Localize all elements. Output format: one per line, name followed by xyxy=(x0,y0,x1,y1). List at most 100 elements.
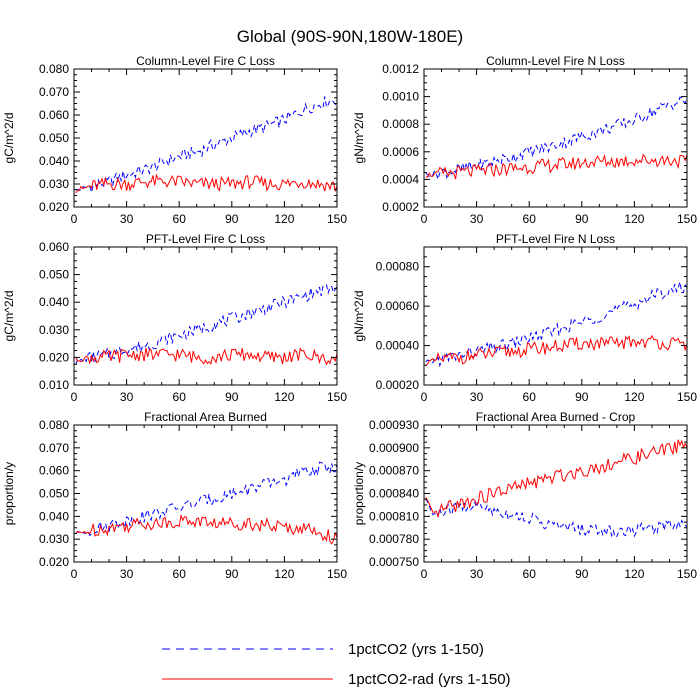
series-line-1pctco2-rad xyxy=(425,153,687,180)
series-line-1pctco2-rad xyxy=(425,334,687,366)
chart-panel-2: Column-Level Fire N Loss gN/m^2/d 0 30 60 90 1… xyxy=(352,54,697,226)
y-tick-label: 0.020 xyxy=(39,200,69,214)
y-tick-label: 0.000780 xyxy=(369,532,419,546)
x-tick-label: 150 xyxy=(327,567,347,581)
legend-label-1pctco2-rad: 1pctCO2-rad (yrs 1-150) xyxy=(348,671,511,688)
x-tick-label: 30 xyxy=(120,567,134,581)
plot-frame xyxy=(73,246,338,386)
plot-frame xyxy=(73,424,338,563)
series-line-1pctco2 xyxy=(75,284,337,365)
panels: Column-Level Fire C Loss gC/m^2/d 0 30 60 90 1… xyxy=(2,54,697,581)
series-line-1pctco2 xyxy=(425,281,687,368)
panel-title: Column-Level Fire C Loss xyxy=(136,54,275,68)
series-line-1pctco2 xyxy=(75,96,337,195)
y-tick-label: 0.050 xyxy=(39,268,69,282)
x-tick-label: 120 xyxy=(274,567,294,581)
x-tick-label: 150 xyxy=(677,390,697,404)
x-tick-label: 90 xyxy=(225,212,239,226)
y-tick-label: 0.070 xyxy=(39,441,69,455)
y-tick-label: 0.040 xyxy=(39,295,69,309)
y-tick-label: 0.000870 xyxy=(369,464,419,478)
y-tick-label: 0.030 xyxy=(39,532,69,546)
figure-title: Global (90S-90N,180W-180E) xyxy=(237,27,463,46)
y-tick-label: 0.0010 xyxy=(382,90,419,104)
x-tick-label: 120 xyxy=(624,567,644,581)
x-tick-label: 60 xyxy=(523,567,537,581)
series-line-1pctco2 xyxy=(425,96,687,181)
x-tick-label: 0 xyxy=(71,212,78,226)
y-tick-label: 0.020 xyxy=(39,350,69,364)
y-tick-label: 0.020 xyxy=(39,555,69,569)
x-tick-label: 0 xyxy=(421,567,428,581)
y-tick-label: 0.00020 xyxy=(376,378,420,392)
y-tick-label: 0.060 xyxy=(39,240,69,254)
x-tick-label: 30 xyxy=(470,212,484,226)
panel-title: Fractional Area Burned - Crop xyxy=(476,410,636,424)
x-tick-label: 30 xyxy=(470,567,484,581)
x-tick-label: 60 xyxy=(523,212,537,226)
x-tick-label: 120 xyxy=(274,390,294,404)
x-tick-label: 60 xyxy=(523,390,537,404)
y-tick-label: 0.070 xyxy=(39,85,69,99)
x-tick-label: 60 xyxy=(173,212,187,226)
legend: 1pctCO2 (yrs 1-150) 1pctCO2-rad (yrs 1-1… xyxy=(162,641,511,688)
y-tick-label: 0.060 xyxy=(39,108,69,122)
y-tick-label: 0.000900 xyxy=(369,441,419,455)
x-tick-label: 0 xyxy=(71,567,78,581)
y-tick-label: 0.000810 xyxy=(369,509,419,523)
y-tick-label: 0.00080 xyxy=(376,260,420,274)
x-tick-label: 90 xyxy=(575,567,589,581)
series-line-1pctco2 xyxy=(75,461,337,537)
y-axis-label: proportion/y xyxy=(2,462,16,525)
panel-title: Column-Level Fire N Loss xyxy=(486,54,625,68)
x-tick-label: 90 xyxy=(225,390,239,404)
x-tick-label: 150 xyxy=(677,567,697,581)
y-axis-label: gC/m^2/d xyxy=(2,291,16,342)
y-tick-label: 0.00060 xyxy=(376,299,420,313)
series-line-1pctco2-rad xyxy=(75,173,337,194)
panel-title: PFT-Level Fire N Loss xyxy=(496,232,615,246)
x-tick-label: 60 xyxy=(173,390,187,404)
y-tick-label: 0.000750 xyxy=(369,555,419,569)
y-tick-label: 0.080 xyxy=(39,62,69,76)
x-tick-label: 30 xyxy=(120,212,134,226)
y-tick-label: 0.0004 xyxy=(382,172,419,186)
x-tick-label: 90 xyxy=(575,390,589,404)
y-tick-label: 0.010 xyxy=(39,378,69,392)
panel-title: Fractional Area Burned xyxy=(144,410,267,424)
y-tick-label: 0.00040 xyxy=(376,339,420,353)
x-tick-label: 90 xyxy=(225,567,239,581)
chart-panel-6: Fractional Area Burned - Crop proportion/… xyxy=(352,410,697,581)
y-tick-label: 0.0012 xyxy=(382,62,419,76)
series-line-1pctco2-rad xyxy=(425,439,687,519)
x-tick-label: 120 xyxy=(274,212,294,226)
y-tick-label: 0.030 xyxy=(39,323,69,337)
chart-panel-4: PFT-Level Fire N Loss gN/m^2/d 0 30 60 90 120 1… xyxy=(352,232,697,404)
y-tick-label: 0.030 xyxy=(39,177,69,191)
y-axis-label: proportion/y xyxy=(352,462,366,525)
y-tick-label: 0.0006 xyxy=(382,145,419,159)
y-tick-label: 0.040 xyxy=(39,509,69,523)
series-line-1pctco2-rad xyxy=(75,347,337,366)
x-tick-label: 30 xyxy=(120,390,134,404)
y-axis-label: gN/m^2/d xyxy=(352,113,366,164)
y-tick-label: 0.080 xyxy=(39,418,69,432)
x-tick-label: 120 xyxy=(624,390,644,404)
x-tick-label: 30 xyxy=(470,390,484,404)
x-tick-label: 150 xyxy=(327,212,347,226)
x-tick-label: 150 xyxy=(327,390,347,404)
y-tick-label: 0.050 xyxy=(39,487,69,501)
x-tick-label: 60 xyxy=(173,567,187,581)
plot-frame xyxy=(423,424,688,563)
plot-frame xyxy=(423,246,688,386)
legend-label-1pctco2: 1pctCO2 (yrs 1-150) xyxy=(348,641,484,658)
y-tick-label: 0.000930 xyxy=(369,418,419,432)
y-axis-label: gN/m^2/d xyxy=(352,291,366,342)
chart-panel-3: PFT-Level Fire C Loss gC/m^2/d 0 30 60 90 120 1… xyxy=(2,232,347,404)
panel-title: PFT-Level Fire C Loss xyxy=(146,232,265,246)
chart-panel-1: Column-Level Fire C Loss gC/m^2/d 0 30 60 90 1… xyxy=(2,54,347,226)
y-tick-label: 0.060 xyxy=(39,464,69,478)
chart-panel-5: Fractional Area Burned proportion/y 0 30 60 9… xyxy=(2,410,347,581)
